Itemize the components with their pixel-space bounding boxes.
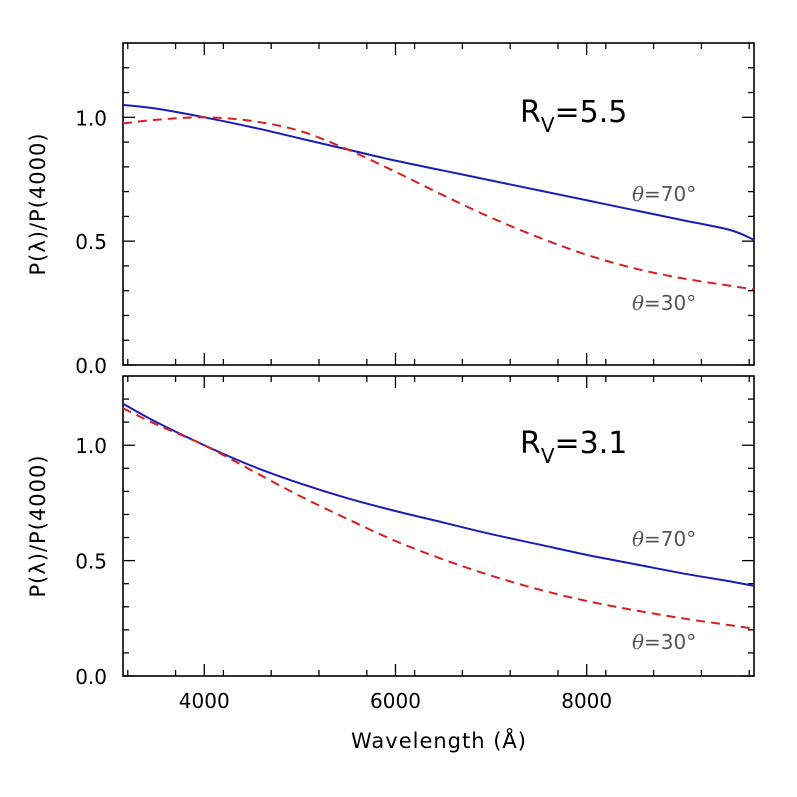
y-axis-label: P(λ)/P(4000) xyxy=(26,132,50,275)
annotation-value: =70° xyxy=(644,182,696,206)
y-tick-label: 1.0 xyxy=(75,106,107,130)
panel-label-value: =3.1 xyxy=(555,426,628,461)
panel-rv-3-1: 4000 6000 8000 0.0 0.5 1.0 P(λ)/P(4000) Wavel… xyxy=(26,375,755,753)
plot-frame xyxy=(122,375,755,677)
y-tick-label: 0.0 xyxy=(75,665,107,689)
plot-frame xyxy=(122,42,755,366)
x-tick-label: 4000 xyxy=(179,689,230,713)
annotation-theta-30: θ=30° xyxy=(632,291,696,315)
annotation-theta-70: θ=70° xyxy=(632,182,696,206)
panel-label: RV=5.5 xyxy=(520,95,627,137)
annotation-theta-symbol: θ xyxy=(632,630,644,654)
annotation-theta-symbol: θ xyxy=(632,182,644,206)
series-theta-30-dashed-line xyxy=(122,407,755,630)
panel-label-main: R xyxy=(520,95,541,130)
annotation-theta-30: θ=30° xyxy=(632,630,696,654)
tick-labels: 0.0 0.5 1.0 xyxy=(75,106,107,378)
series-theta-70-solid-line xyxy=(122,103,755,241)
panel-label-value: =5.5 xyxy=(555,95,628,130)
y-tick-label: 0.0 xyxy=(75,354,107,378)
annotation-value: =70° xyxy=(644,527,696,551)
tick-labels: 4000 6000 8000 0.0 0.5 1.0 xyxy=(75,434,612,713)
series-theta-30-dashed-line xyxy=(122,116,755,291)
series-theta-70-solid-line xyxy=(122,402,755,587)
x-tick-label: 6000 xyxy=(370,689,421,713)
series-lines xyxy=(122,402,755,630)
y-tick-label: 1.0 xyxy=(75,434,107,458)
y-axis-label: P(λ)/P(4000) xyxy=(26,454,50,597)
y-tick-label: 0.5 xyxy=(75,230,107,254)
axis-ticks xyxy=(123,376,754,677)
annotation-theta-70: θ=70° xyxy=(632,527,696,551)
annotation-value: =30° xyxy=(644,291,696,315)
series-lines xyxy=(122,103,755,291)
panel-label-subscript: V xyxy=(541,113,555,137)
annotation-value: =30° xyxy=(644,630,696,654)
x-axis-label: Wavelength (Å) xyxy=(351,727,527,753)
annotation-theta-symbol: θ xyxy=(632,291,644,315)
annotation-theta-symbol: θ xyxy=(632,527,644,551)
axis-ticks xyxy=(123,43,754,366)
panel-label-main: R xyxy=(520,426,541,461)
y-tick-label: 0.5 xyxy=(75,550,107,574)
panel-label: RV=3.1 xyxy=(520,426,627,468)
panel-label-subscript: V xyxy=(541,444,555,468)
panel-rv-5-5: 0.00.51.0 P(λ)/P(4000) RV=5.5 θ=70° θ=30… xyxy=(26,42,755,378)
x-tick-label: 8000 xyxy=(561,689,612,713)
